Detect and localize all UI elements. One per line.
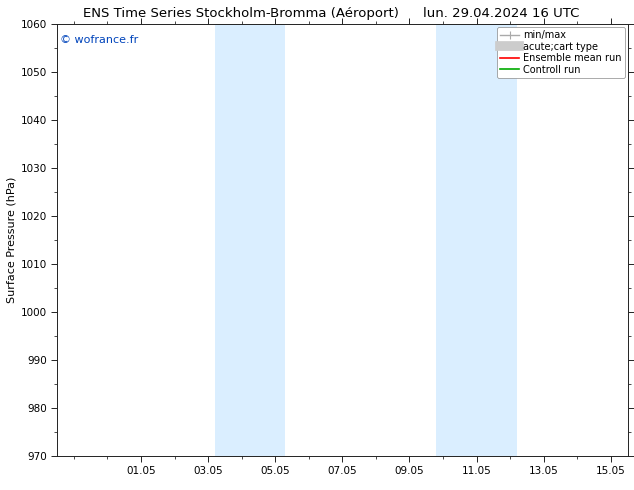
Text: ENS Time Series Stockholm-Bromma (Aéroport): ENS Time Series Stockholm-Bromma (Aéropo… <box>83 7 399 21</box>
Bar <box>436 24 517 456</box>
Bar <box>215 24 285 456</box>
Text: © wofrance.fr: © wofrance.fr <box>60 35 138 45</box>
Text: lun. 29.04.2024 16 UTC: lun. 29.04.2024 16 UTC <box>423 7 579 21</box>
Y-axis label: Surface Pressure (hPa): Surface Pressure (hPa) <box>6 177 16 303</box>
Legend: min/max, acute;cart type, Ensemble mean run, Controll run: min/max, acute;cart type, Ensemble mean … <box>497 27 624 77</box>
